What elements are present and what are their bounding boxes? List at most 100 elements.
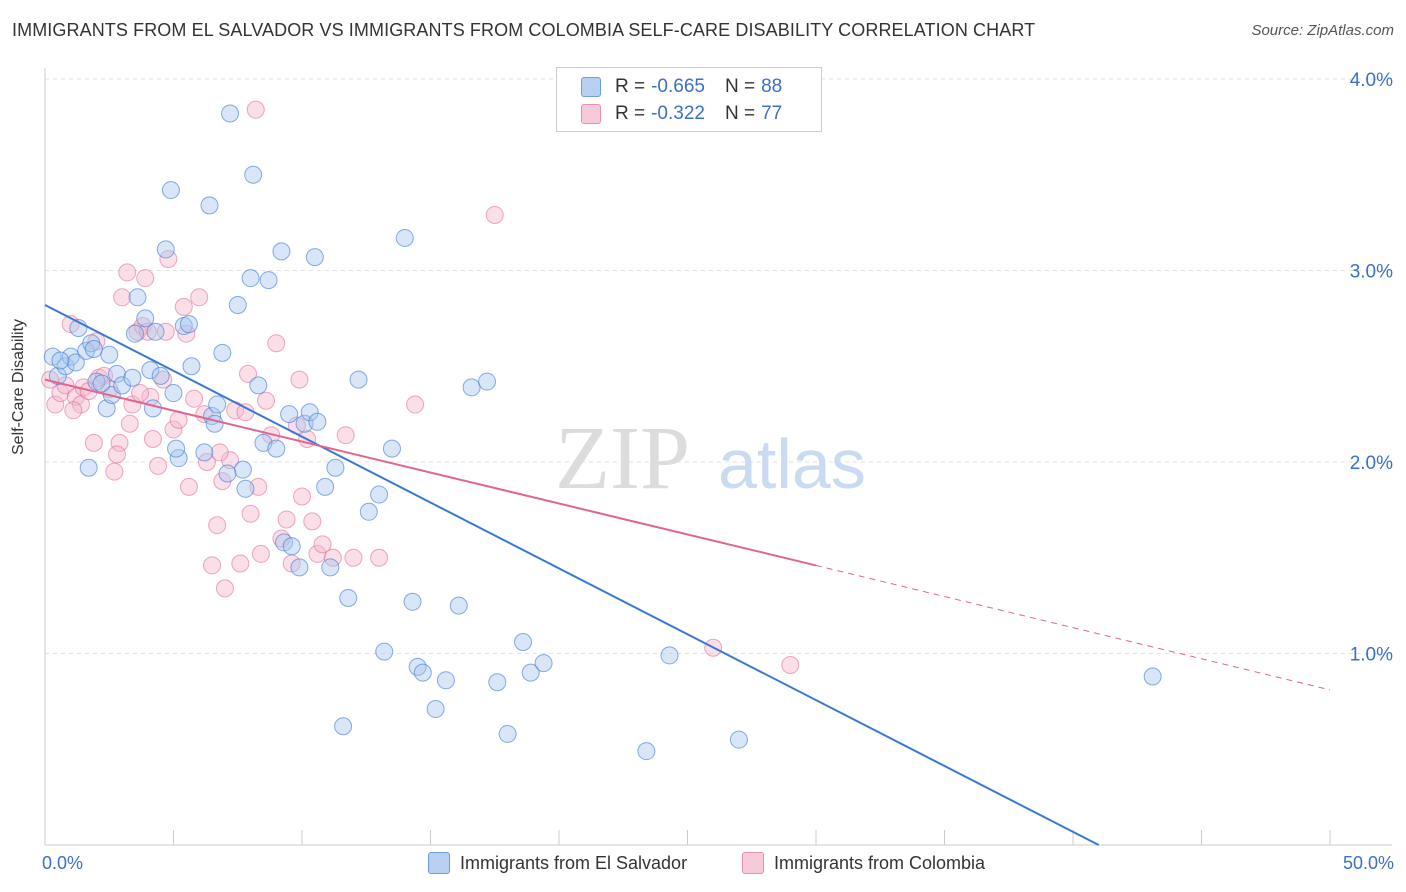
n-value: 77	[761, 103, 783, 124]
colombia-point	[241, 504, 260, 523]
el-salvador-point	[200, 196, 219, 215]
colombia-point	[128, 322, 147, 341]
colombia-point	[336, 426, 355, 445]
legend-row-colombia: R = -0.322 N = 77	[581, 103, 782, 125]
trend-lines	[44, 304, 1331, 846]
el-salvador-point	[637, 742, 656, 761]
el-salvador-swatch-icon	[428, 852, 450, 874]
watermark-zip: ZIP	[555, 409, 690, 508]
el-salvador-point	[236, 479, 255, 498]
colombia-point	[231, 554, 250, 573]
el-salvador-point	[316, 477, 335, 496]
chart-title: IMMIGRANTS FROM EL SALVADOR VS IMMIGRANT…	[12, 20, 1036, 40]
el-salvador-swatch-icon	[581, 77, 601, 97]
el-salvador-point	[125, 324, 144, 343]
colombia-point	[313, 535, 332, 554]
el-salvador-point	[56, 357, 75, 376]
el-salvador-point	[436, 671, 455, 690]
axes	[44, 68, 1392, 846]
colombia-trend-extension	[815, 564, 1331, 691]
colombia-point	[208, 516, 227, 535]
colombia-point	[164, 420, 183, 439]
colombia-point	[236, 403, 255, 422]
r-value: -0.665	[651, 76, 705, 97]
colombia-point	[781, 655, 800, 674]
y-tick-label: 3.0%	[1350, 262, 1393, 283]
el-salvador-point	[66, 353, 85, 372]
source-label: Source: ZipAtlas.com	[1251, 22, 1394, 39]
legend-row-el-salvador: R = -0.665 N = 88	[581, 76, 782, 98]
x-tick-min: 0.0%	[42, 853, 84, 873]
colombia-point	[239, 364, 258, 383]
colombia-point	[143, 430, 162, 449]
legend-item-el-salvador[interactable]: Immigrants from El Salvador	[428, 852, 687, 874]
colombia-point	[406, 395, 425, 414]
el-salvador-point	[305, 248, 324, 267]
colombia-trend-line	[44, 378, 817, 567]
el-salvador-point	[146, 322, 165, 341]
y-tick-label: 4.0%	[1350, 70, 1393, 91]
colombia-point	[293, 487, 311, 506]
el-salvador-point	[321, 558, 340, 577]
colombia-point	[110, 433, 129, 452]
el-salvador-point	[228, 295, 247, 314]
el-salvador-point	[79, 458, 98, 477]
el-salvador-point	[339, 588, 358, 607]
el-salvador-point	[514, 633, 533, 652]
colombia-point	[84, 433, 103, 452]
el-salvador-point	[660, 646, 679, 665]
el-salvador-point	[408, 657, 427, 676]
colombia-point	[485, 205, 504, 224]
el-salvador-point	[729, 730, 748, 749]
el-salvador-point	[349, 370, 368, 389]
colombia-point	[251, 544, 270, 563]
el-salvador-point	[218, 464, 237, 483]
y-tick-label: 2.0%	[1350, 453, 1393, 474]
el-salvador-point	[213, 343, 232, 362]
legend-label: Immigrants from El Salvador	[460, 852, 688, 873]
legend-item-colombia[interactable]: Immigrants from Colombia	[742, 852, 985, 874]
el-salvador-point	[97, 399, 116, 418]
colombia-point	[118, 263, 137, 282]
colombia-point	[149, 456, 168, 475]
el-salvador-point	[359, 502, 378, 521]
el-salvador-point	[282, 537, 301, 556]
el-salvador-point	[113, 376, 132, 395]
el-salvador-point	[259, 271, 278, 290]
colombia-point	[290, 370, 309, 389]
series-legend: Immigrants from El Salvador Immigrants f…	[0, 852, 1406, 878]
correlation-legend: R = -0.665 N = 88 R = -0.322 N = 77	[556, 67, 822, 132]
el-salvador-point	[195, 443, 214, 462]
colombia-swatch-icon	[581, 104, 601, 124]
el-salvador-points	[43, 104, 1162, 761]
el-salvador-point	[141, 361, 160, 380]
el-salvador-point	[84, 340, 103, 359]
el-salvador-point	[92, 374, 111, 393]
colombia-point	[156, 322, 175, 341]
el-salvador-point	[290, 558, 309, 577]
legend-label: Immigrants from Colombia	[774, 852, 986, 873]
colombia-point	[179, 477, 198, 496]
colombia-point	[185, 389, 204, 408]
el-salvador-point	[449, 596, 468, 615]
r-label: R =	[615, 103, 646, 124]
el-salvador-trend-line	[44, 304, 1100, 846]
el-salvador-point	[143, 399, 162, 418]
colombia-point	[131, 384, 150, 403]
el-salvador-point	[107, 364, 126, 383]
el-salvador-point	[280, 405, 299, 424]
el-salvador-point	[521, 663, 540, 682]
el-salvador-point	[395, 228, 414, 247]
el-salvador-point	[370, 485, 389, 504]
el-salvador-point	[382, 439, 401, 458]
colombia-point	[344, 548, 363, 567]
n-value: 88	[761, 76, 783, 97]
watermark: ZIP atlas	[555, 409, 866, 508]
x-tick-max: 50.0%	[1342, 853, 1394, 873]
y-tick-labels: 1.0% 2.0% 3.0% 4.0%	[1350, 70, 1393, 666]
el-salvador-point	[233, 460, 252, 479]
el-salvador-point	[128, 288, 147, 307]
el-salvador-point	[478, 372, 497, 391]
el-salvador-point	[182, 357, 201, 376]
